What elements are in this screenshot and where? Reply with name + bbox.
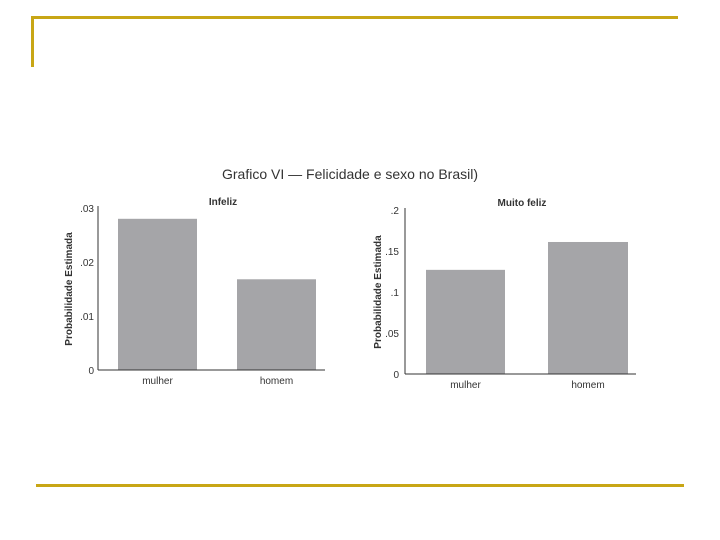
y-tick-label: 0	[393, 370, 399, 381]
bar-mulher	[118, 218, 197, 370]
slide-frame-top-line	[31, 16, 678, 19]
chart-title: Infeliz	[209, 197, 237, 208]
slide-frame-bottom-line	[36, 484, 684, 487]
y-tick-label: .01	[80, 312, 94, 323]
y-tick-label: .15	[385, 247, 399, 258]
x-tick-label: mulher	[142, 376, 173, 387]
y-tick-label: .03	[80, 204, 94, 215]
x-tick-label: homem	[571, 380, 604, 391]
y-tick-label: 0	[88, 366, 94, 377]
y-axis-label: Probabilidade Estimada	[64, 232, 75, 346]
x-tick-label: mulher	[450, 380, 481, 391]
chart-title: Muito feliz	[498, 198, 547, 209]
bar-homem	[237, 279, 316, 370]
y-tick-label: .05	[385, 329, 399, 340]
y-tick-label: .1	[391, 288, 400, 299]
y-axis-label: Probabilidade Estimada	[373, 235, 384, 349]
y-tick-label: .2	[391, 206, 400, 217]
slide-frame-left-line	[31, 16, 34, 67]
figure-title: Grafico VI — Felicidade e sexo no Brasil…	[222, 166, 478, 182]
bar-mulher	[426, 269, 505, 374]
bar-homem	[548, 241, 628, 374]
x-tick-label: homem	[260, 376, 293, 387]
y-tick-label: .02	[80, 258, 94, 269]
